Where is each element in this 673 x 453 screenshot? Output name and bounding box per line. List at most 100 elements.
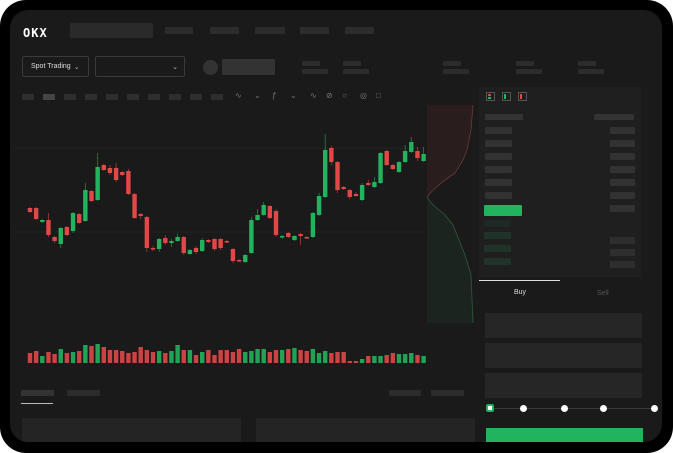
slider-step-25[interactable]	[520, 405, 527, 412]
timeframe-button[interactable]	[169, 94, 181, 100]
chart-type-icon[interactable]: ⌄	[254, 91, 261, 100]
volume-bar	[236, 349, 242, 363]
ask-amount-row	[610, 153, 635, 160]
volume-bar	[261, 349, 266, 363]
ask-amount-row	[610, 192, 635, 199]
volume-bar	[33, 351, 39, 363]
camera-icon[interactable]: ○	[342, 91, 347, 100]
orderbook-both-view-icon[interactable]	[486, 92, 495, 101]
orderbook-header-amount	[594, 114, 634, 120]
candle-body	[298, 234, 303, 236]
chevron-down-icon: ⌄	[172, 63, 178, 71]
orderbook-bids-view-icon[interactable]	[502, 92, 511, 101]
volume-bar	[120, 351, 125, 363]
volume-bar	[353, 361, 359, 363]
chevron-down-icon[interactable]: ⌄	[290, 91, 297, 100]
timeframe-button[interactable]	[190, 94, 202, 100]
candle-body	[236, 260, 242, 262]
amount-input[interactable]	[485, 343, 642, 368]
volume-bar	[415, 355, 420, 363]
volume-bar	[224, 350, 229, 363]
tab-open-orders[interactable]	[21, 390, 54, 396]
volume-bar	[46, 352, 51, 363]
search-placeholder[interactable]	[70, 23, 153, 38]
volume-bar	[402, 354, 408, 363]
last-price-placeholder	[222, 59, 275, 75]
nav-item[interactable]	[210, 27, 239, 34]
candle-body	[378, 153, 383, 183]
volume-bar	[347, 361, 352, 363]
candlestick-chart[interactable]	[15, 105, 435, 370]
depth-chart	[426, 105, 474, 324]
tab-order-history[interactable]	[67, 390, 100, 396]
slider-step-75[interactable]	[600, 405, 607, 412]
candle-body	[27, 208, 33, 212]
timeframe-button[interactable]	[85, 94, 97, 100]
timeframe-button[interactable]	[127, 94, 139, 100]
candle-body	[421, 154, 426, 161]
okx-logo[interactable]: OKX	[23, 26, 48, 40]
nav-item[interactable]	[165, 27, 193, 34]
line-tool-icon[interactable]: ∿	[310, 91, 317, 100]
candle-body	[329, 148, 334, 162]
pair-selector[interactable]: ⌄	[95, 56, 185, 77]
volume-bar	[212, 355, 217, 363]
nav-item[interactable]	[345, 27, 374, 34]
tab-sell[interactable]: Sell	[597, 290, 609, 297]
orderbook-asks-view-icon[interactable]	[518, 92, 527, 101]
filter-button[interactable]	[431, 390, 464, 396]
candle-body	[292, 236, 297, 240]
ask-price-row	[485, 179, 512, 186]
volume-bar	[95, 344, 100, 363]
volume-bar	[187, 350, 193, 363]
volume-bar	[58, 349, 63, 363]
candle-body	[249, 220, 254, 253]
volume-bar	[181, 350, 186, 363]
fx-icon[interactable]: ƒ	[272, 91, 277, 100]
volume-bar	[52, 354, 57, 363]
timeframe-button[interactable]	[64, 94, 76, 100]
candle-body	[181, 237, 186, 253]
ruler-icon[interactable]: ⊘	[326, 91, 333, 100]
bid-amount-row	[610, 249, 635, 256]
orders-panel-right	[256, 418, 475, 442]
timeframe-button[interactable]	[148, 94, 160, 100]
price-input[interactable]	[485, 313, 642, 338]
ask-price-row	[485, 192, 512, 199]
slider-step-100[interactable]	[651, 405, 658, 412]
orderbook-mid-price	[484, 205, 522, 216]
stat-value	[302, 69, 328, 74]
stat-value	[516, 69, 542, 74]
nav-item[interactable]	[300, 27, 329, 34]
volume-bar	[359, 359, 365, 363]
buy-button[interactable]	[486, 428, 643, 442]
candle-body	[347, 190, 352, 197]
volume-bar	[27, 353, 33, 363]
candle-body	[218, 239, 223, 248]
candle-body	[132, 194, 137, 218]
candle-body	[310, 213, 316, 237]
settings-icon[interactable]: ◎	[360, 91, 367, 100]
timeframe-button[interactable]	[22, 94, 34, 100]
fullscreen-icon[interactable]: □	[376, 91, 381, 100]
tab-buy[interactable]: Buy	[514, 289, 527, 296]
filter-button[interactable]	[389, 390, 421, 396]
slider-step-50[interactable]	[561, 405, 568, 412]
nav-item[interactable]	[255, 27, 285, 34]
slider-handle[interactable]	[486, 404, 494, 412]
app-screen: OKX Spot Trading ⌄ ⌄ ∿ ⌄ ƒ ⌄ ∿ ⊘ ○ ◎ □	[10, 10, 662, 442]
candle-body	[316, 196, 322, 215]
total-input[interactable]	[485, 373, 642, 398]
stat-value	[578, 69, 604, 74]
candle-body	[261, 205, 266, 215]
product-selector[interactable]: Spot Trading ⌄	[22, 56, 89, 77]
timeframe-button[interactable]	[211, 94, 223, 100]
timeframe-button[interactable]	[106, 94, 118, 100]
volume-bar	[193, 355, 199, 363]
ask-depth-area	[427, 105, 473, 197]
volume-bar	[156, 351, 162, 363]
timeframe-button-active[interactable]	[43, 94, 55, 100]
indicator-icon[interactable]: ∿	[235, 91, 242, 100]
slider-track[interactable]	[490, 408, 655, 409]
